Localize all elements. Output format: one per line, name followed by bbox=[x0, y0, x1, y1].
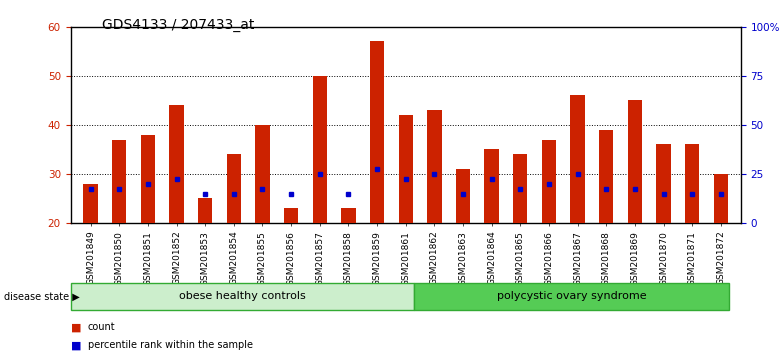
Text: count: count bbox=[88, 322, 115, 332]
Bar bbox=[427, 110, 441, 223]
Bar bbox=[370, 41, 384, 223]
Bar bbox=[341, 208, 356, 223]
Text: polycystic ovary syndrome: polycystic ovary syndrome bbox=[497, 291, 647, 302]
Bar bbox=[628, 100, 642, 223]
Bar bbox=[256, 125, 270, 223]
Bar bbox=[141, 135, 155, 223]
Text: ■: ■ bbox=[71, 322, 81, 332]
Bar bbox=[284, 208, 298, 223]
Bar bbox=[313, 76, 327, 223]
Bar bbox=[398, 115, 413, 223]
Bar bbox=[514, 154, 528, 223]
Text: percentile rank within the sample: percentile rank within the sample bbox=[88, 340, 252, 350]
Bar bbox=[656, 144, 670, 223]
FancyBboxPatch shape bbox=[414, 283, 729, 310]
Text: disease state ▶: disease state ▶ bbox=[4, 291, 80, 302]
FancyBboxPatch shape bbox=[71, 283, 414, 310]
Bar bbox=[485, 149, 499, 223]
Bar bbox=[112, 139, 126, 223]
Bar bbox=[542, 139, 556, 223]
Bar bbox=[713, 174, 728, 223]
Bar bbox=[198, 199, 212, 223]
Bar bbox=[571, 95, 585, 223]
Bar bbox=[169, 105, 183, 223]
Text: obese healthy controls: obese healthy controls bbox=[179, 291, 306, 302]
Bar bbox=[685, 144, 699, 223]
Bar bbox=[456, 169, 470, 223]
Bar bbox=[227, 154, 241, 223]
Bar bbox=[83, 184, 98, 223]
Bar bbox=[599, 130, 613, 223]
Text: ■: ■ bbox=[71, 340, 81, 350]
Text: GDS4133 / 207433_at: GDS4133 / 207433_at bbox=[102, 18, 254, 32]
